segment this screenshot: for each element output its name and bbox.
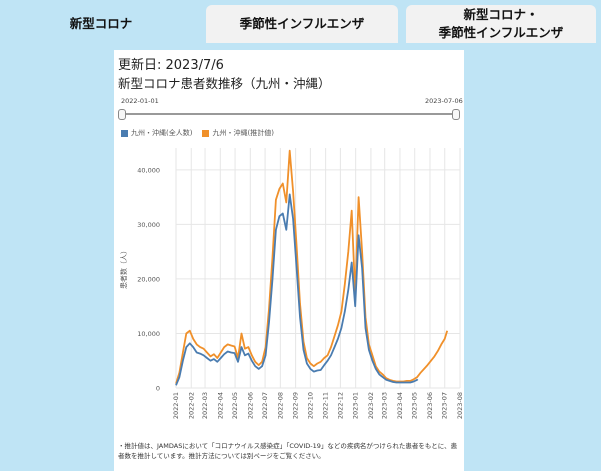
chart-legend: 九州・沖縄(全人数) 九州・沖縄(推計値) xyxy=(121,128,284,138)
tab-covid-influenza-label: 新型コロナ・ 季節性インフルエンザ xyxy=(438,7,564,40)
y-tick-label: 30,000 xyxy=(137,221,160,229)
tab-covid-label: 新型コロナ xyxy=(69,16,133,31)
legend-label-estimate: 九州・沖縄(推計値) xyxy=(212,129,274,137)
x-tick-label: 2022-04 xyxy=(216,392,224,419)
series-line-total xyxy=(175,193,419,386)
x-tick-label: 2022-07 xyxy=(261,392,269,419)
range-start-handle[interactable] xyxy=(118,109,126,120)
range-start-label: 2022-01-01 xyxy=(121,97,159,105)
x-tick-label: 2022-06 xyxy=(246,392,254,419)
chart-panel xyxy=(114,50,464,471)
x-tick-label: 2023-07 xyxy=(441,392,449,419)
y-axis-label: 患者数（人） xyxy=(119,247,128,289)
x-tick-label: 2022-03 xyxy=(201,392,209,419)
x-tick-label: 2022-11 xyxy=(322,392,330,419)
tab-influenza-label: 季節性インフルエンザ xyxy=(239,16,365,31)
x-tick-label: 2023-04 xyxy=(396,392,404,419)
tab-covid[interactable]: 新型コロナ xyxy=(5,5,197,43)
legend-swatch-blue xyxy=(121,129,128,137)
series-line-estimate xyxy=(175,149,449,384)
tab-influenza[interactable]: 季節性インフルエンザ xyxy=(206,5,398,43)
x-tick-label: 2022-10 xyxy=(306,392,314,419)
y-tick-label: 0 xyxy=(156,385,160,393)
footnote: ・推計値は、JAMDASにおいて「コロナウイルス感染症」「COVID-19」など… xyxy=(118,442,458,460)
x-tick-label: 2022-02 xyxy=(187,392,195,419)
range-end-label: 2023-07-06 xyxy=(425,97,463,105)
range-end-handle[interactable] xyxy=(452,109,460,120)
x-tick-label: 2023-05 xyxy=(411,392,419,419)
x-tick-label: 2022-12 xyxy=(336,392,344,419)
legend-item-estimate[interactable]: 九州・沖縄(推計値) xyxy=(202,128,274,138)
legend-label-total: 九州・沖縄(全人数) xyxy=(131,129,193,137)
chart-title: 新型コロナ患者数推移（九州・沖縄） xyxy=(118,76,331,91)
y-tick-label: 20,000 xyxy=(137,275,160,283)
y-tick-label: 10,000 xyxy=(137,330,160,338)
tab-covid-influenza[interactable]: 新型コロナ・ 季節性インフルエンザ xyxy=(406,5,596,43)
x-tick-label: 2023-06 xyxy=(426,392,434,419)
legend-swatch-orange xyxy=(202,129,210,137)
x-tick-label: 2023-08 xyxy=(456,392,464,419)
x-tick-label: 2022-09 xyxy=(292,392,300,419)
x-tick-label: 2022-05 xyxy=(231,392,239,419)
x-tick-label: 2023-03 xyxy=(381,392,389,419)
date-range-slider[interactable] xyxy=(121,113,458,115)
updated-date: 更新日: 2023/7/6 xyxy=(118,58,224,73)
x-tick-label: 2023-02 xyxy=(367,392,375,419)
x-tick-label: 2023-01 xyxy=(352,392,360,419)
legend-item-total[interactable]: 九州・沖縄(全人数) xyxy=(121,128,192,138)
y-tick-label: 40,000 xyxy=(137,166,160,174)
x-tick-label: 2022-01 xyxy=(172,392,180,419)
x-tick-label: 2022-08 xyxy=(276,392,284,419)
